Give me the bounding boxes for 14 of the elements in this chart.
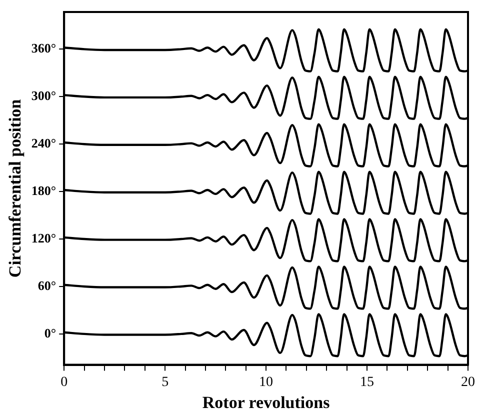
x-tick-label: 20 xyxy=(461,374,475,390)
y-axis-title: Circumferential position xyxy=(6,98,25,278)
x-axis-title: Rotor revolutions xyxy=(202,393,330,412)
x-tick-label: 5 xyxy=(162,374,169,390)
y-tick-label: 300° xyxy=(31,88,56,103)
y-tick-label: 0° xyxy=(44,325,56,340)
y-tick-label: 360° xyxy=(31,40,56,56)
x-tick-label: 10 xyxy=(259,374,274,390)
y-tick-label: 180° xyxy=(31,182,56,198)
x-tick-label: 0 xyxy=(60,374,68,390)
x-tick-label: 15 xyxy=(360,374,374,390)
y-tick-label: 60° xyxy=(38,278,56,293)
y-tick-label: 240° xyxy=(31,135,56,150)
y-tick-label: 120° xyxy=(31,230,56,246)
